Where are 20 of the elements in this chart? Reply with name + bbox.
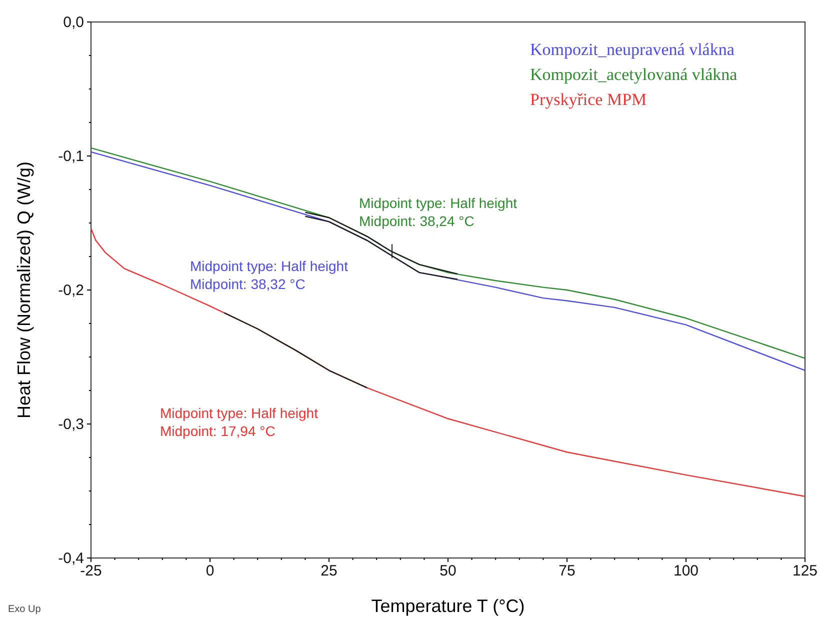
text: Kompozit_neupravená vlákna: [530, 40, 735, 59]
annotation: Midpoint type: Half height Midpoint: 38,24 °C: [359, 195, 518, 230]
y-axis-title: Heat Flow (Normalized) Q (W/g): [14, 161, 34, 419]
text: Exo Up: [8, 604, 42, 615]
annotation: Midpoint type: Half height Midpoint: 38,32 °C: [190, 258, 348, 292]
y-tick-label: -0,2: [58, 282, 84, 299]
y-tick-label: -0,1: [58, 148, 84, 165]
x-tick-label: 75: [558, 562, 576, 580]
x-axis-title: Temperature T (°C): [371, 596, 525, 616]
x-tick-label: 25: [320, 562, 338, 580]
line-series: [224, 312, 368, 388]
y-tick-label: 0,0: [63, 14, 84, 31]
text: Pryskyřice MPM: [530, 90, 647, 109]
text: Kompozit_acetylovaná vlákna: [530, 65, 738, 84]
x-tick-label: 0: [206, 562, 214, 580]
y-tick-label: -0,3: [58, 416, 84, 433]
x-tick-label: 100: [673, 562, 699, 580]
x-tick-label: 50: [440, 562, 456, 580]
annotation: Midpoint type: Half height Midpoint: 17,94 °C: [160, 405, 318, 439]
x-tick-label: 125: [792, 562, 818, 580]
